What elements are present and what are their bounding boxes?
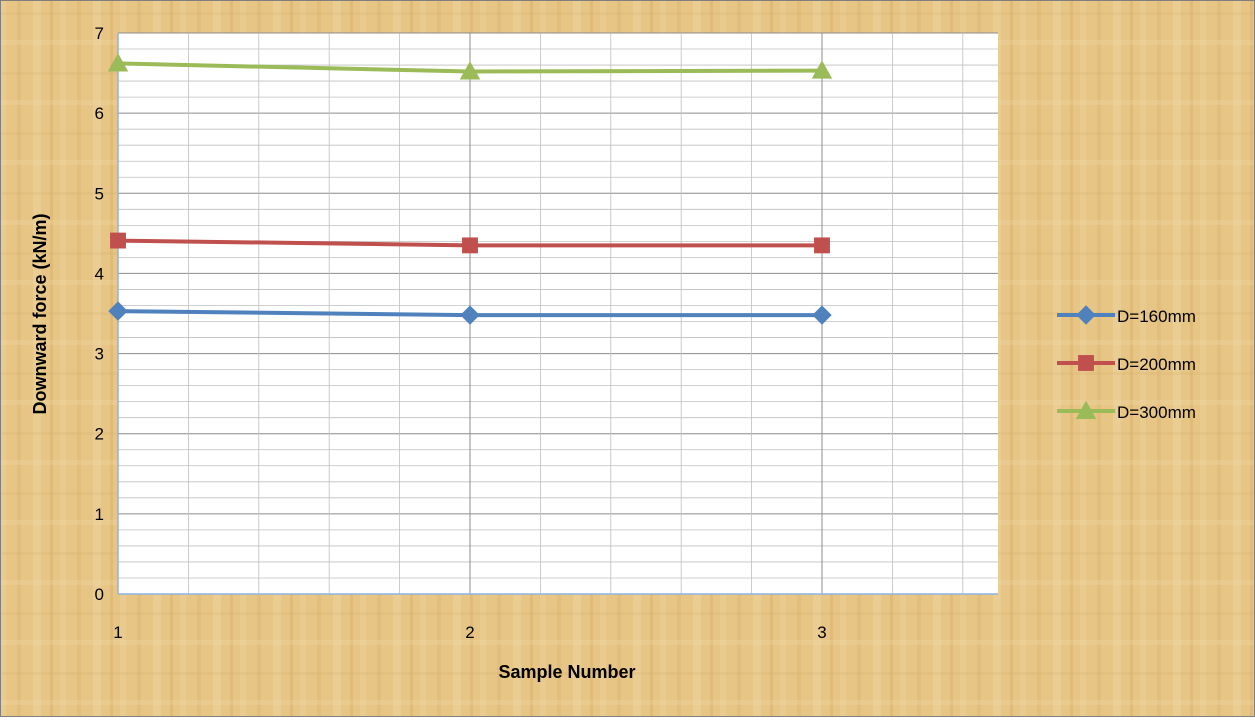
data-point	[812, 305, 832, 325]
data-point	[811, 60, 833, 79]
data-point	[462, 237, 478, 254]
legend-item: D=300mm	[1057, 400, 1196, 422]
x-tick-label: 1	[113, 623, 122, 642]
y-tick-label: 7	[95, 24, 104, 43]
legend-item: D=160mm	[1057, 305, 1196, 326]
legend-marker	[1076, 305, 1096, 325]
y-tick-label: 3	[95, 345, 104, 364]
legend-item: D=200mm	[1057, 355, 1196, 374]
x-tick-label: 2	[465, 623, 474, 642]
x-tick-label: 3	[817, 623, 826, 642]
y-tick-label: 0	[95, 585, 104, 604]
legend-label: D=160mm	[1117, 307, 1196, 326]
legend-label: D=200mm	[1117, 355, 1196, 374]
y-tick-label: 4	[95, 264, 104, 283]
y-tick-label: 1	[95, 505, 104, 524]
data-point	[107, 53, 129, 72]
gridlines	[117, 32, 998, 595]
y-axis-title: Downward force (kN/m)	[30, 213, 50, 414]
data-point	[459, 61, 481, 80]
x-axis-title: Sample Number	[498, 662, 635, 682]
data-point	[110, 232, 126, 249]
series-d-200mm	[110, 232, 830, 254]
y-tick-label: 2	[95, 425, 104, 444]
data-point	[108, 301, 128, 321]
series-d-300mm	[107, 53, 833, 80]
data-point	[460, 305, 480, 325]
legend: D=160mm D=200mm D=300mm	[1057, 305, 1196, 422]
series-d-160mm	[108, 301, 832, 325]
y-tick-label: 5	[95, 184, 104, 203]
y-tick-label: 6	[95, 104, 104, 123]
legend-marker	[1078, 355, 1094, 371]
legend-marker	[1075, 400, 1097, 419]
data-point	[814, 237, 830, 254]
legend-label: D=300mm	[1117, 403, 1196, 422]
series	[107, 53, 833, 325]
